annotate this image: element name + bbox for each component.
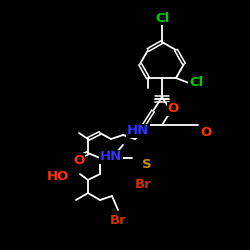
Text: Cl: Cl [189,76,203,90]
Text: S: S [142,158,152,172]
Text: HN: HN [100,150,122,164]
Text: Br: Br [134,178,152,192]
Text: HO: HO [47,170,69,183]
Text: Cl: Cl [155,12,169,24]
Text: HN: HN [127,124,149,138]
Text: O: O [168,102,178,116]
Text: Br: Br [110,214,126,226]
Text: O: O [200,126,211,140]
Text: O: O [74,154,85,166]
